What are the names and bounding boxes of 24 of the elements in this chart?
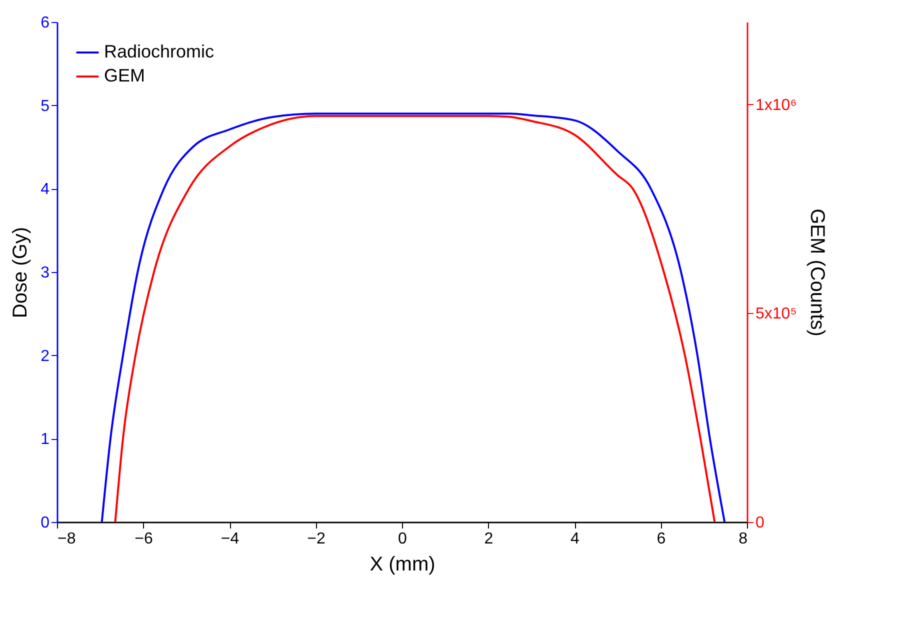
y-tick-label: 1	[40, 431, 50, 448]
x-tick-label: 2	[484, 530, 494, 548]
legend-label: Radiochromic	[104, 42, 214, 62]
x-tick-label: −2	[307, 530, 326, 548]
x-tick-label: −6	[134, 530, 153, 548]
y-tick-label: 0	[40, 514, 50, 532]
x-tick-label: 0	[398, 530, 408, 548]
legend-label: GEM	[104, 66, 146, 86]
y-tick-label: 2	[40, 348, 50, 365]
x-tick-label: −4	[220, 530, 240, 548]
y2-tick-label: 0	[756, 514, 764, 532]
y2-tick-label: 5x10⁵	[756, 306, 797, 323]
y2-axis-title: GEM (Counts)	[806, 208, 828, 336]
x-axis-title: X (mm)	[370, 554, 436, 576]
y-tick-label: 6	[40, 14, 50, 32]
x-tick-label: 6	[656, 530, 666, 548]
y-tick-label: 3	[40, 264, 50, 282]
x-tick-label: 4	[570, 530, 580, 548]
y-tick-label: 5	[40, 98, 50, 115]
y2-tick-label: 1x10⁶	[756, 96, 797, 114]
y-tick-label: 4	[40, 181, 50, 198]
x-tick-label: −8	[58, 530, 76, 548]
y-axis-title: Dose (Gy)	[10, 226, 32, 318]
x-tick-label: 8	[738, 530, 748, 548]
